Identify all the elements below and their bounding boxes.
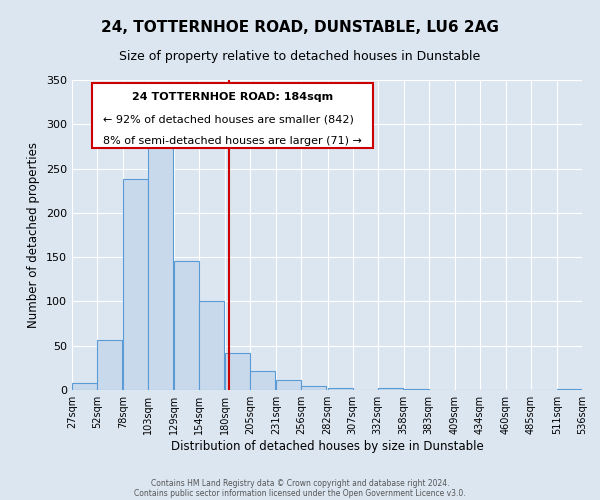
Bar [226,353,250,390]
Text: 24 TOTTERNHOE ROAD: 184sqm: 24 TOTTERNHOE ROAD: 184sqm [132,92,333,102]
Text: Contains HM Land Registry data © Crown copyright and database right 2024.: Contains HM Land Registry data © Crown c… [151,478,449,488]
Bar [199,300,224,390]
Bar [72,383,97,390]
Text: Size of property relative to detached houses in Dunstable: Size of property relative to detached ho… [119,50,481,63]
Bar [301,386,326,390]
Y-axis label: Number of detached properties: Number of detached properties [28,142,40,328]
Bar [174,260,199,390]
Bar [250,372,275,390]
Bar [557,389,582,390]
Bar [328,388,353,390]
Text: ← 92% of detached houses are smaller (842): ← 92% of detached houses are smaller (84… [103,114,353,124]
Bar [277,380,301,390]
Bar [404,389,428,390]
X-axis label: Distribution of detached houses by size in Dunstable: Distribution of detached houses by size … [170,440,484,453]
Bar [377,388,403,390]
Bar [148,133,173,390]
Text: 24, TOTTERNHOE ROAD, DUNSTABLE, LU6 2AG: 24, TOTTERNHOE ROAD, DUNSTABLE, LU6 2AG [101,20,499,35]
Text: 8% of semi-detached houses are larger (71) →: 8% of semi-detached houses are larger (7… [103,136,361,146]
Text: Contains public sector information licensed under the Open Government Licence v3: Contains public sector information licen… [134,488,466,498]
FancyBboxPatch shape [92,83,373,148]
Bar [123,179,148,390]
Bar [97,340,122,390]
